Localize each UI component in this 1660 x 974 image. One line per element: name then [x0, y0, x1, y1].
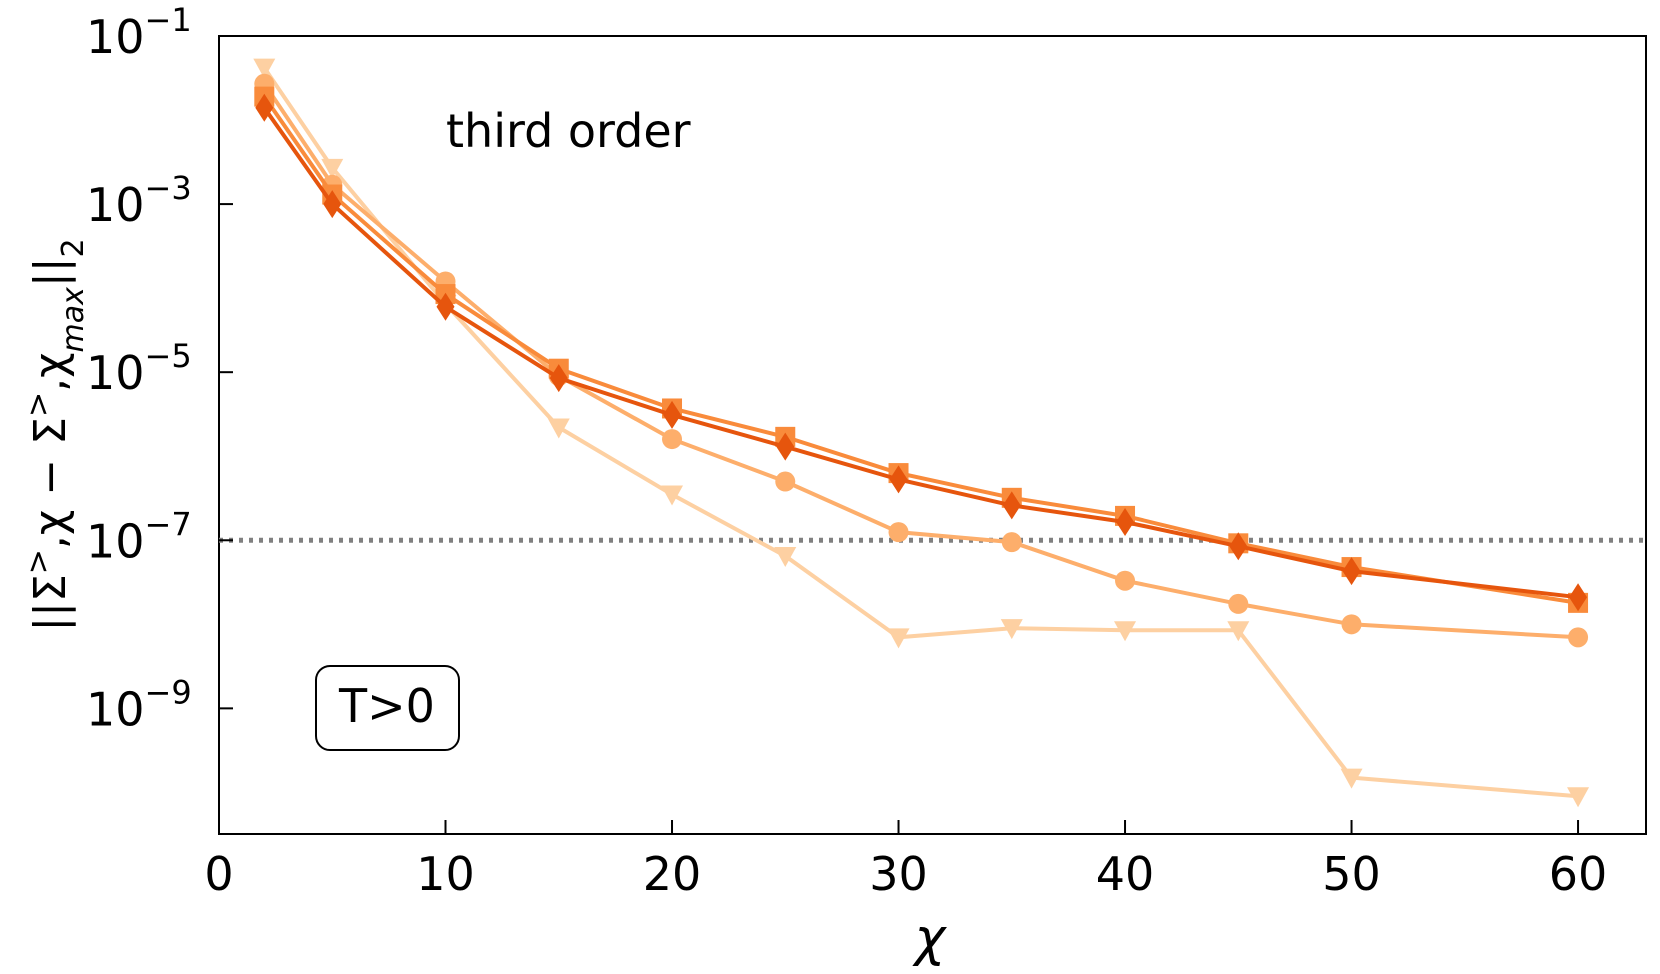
- plot-frame: [218, 35, 1647, 835]
- data-point: [1568, 627, 1589, 648]
- data-point: [888, 522, 909, 543]
- series-line: [262, 95, 1579, 605]
- y-tick-label: 10−9: [86, 673, 192, 736]
- data-point: [661, 485, 684, 506]
- x-axis-label: χ: [912, 908, 948, 968]
- data-point: [321, 158, 344, 179]
- series-diamond: [255, 93, 1588, 612]
- x-tick-label: 20: [643, 847, 702, 901]
- data-point: [549, 364, 568, 393]
- data-point: [662, 429, 683, 450]
- data-point: [1115, 570, 1136, 591]
- data-point: [1341, 614, 1362, 635]
- series-line: [262, 106, 1579, 600]
- data-point: [1567, 787, 1590, 808]
- data-point: [255, 93, 274, 122]
- x-tick-label: 50: [1322, 847, 1381, 901]
- data-point: [887, 628, 910, 649]
- data-point: [1002, 491, 1021, 520]
- data-point: [1229, 532, 1248, 561]
- x-tick-label: 0: [204, 847, 233, 901]
- regime-label-box: [315, 665, 460, 751]
- y-axis-ticks: 10−1 10−3 10−5 10−7 10−9: [86, 1, 233, 736]
- data-point: [1001, 532, 1022, 553]
- y-tick-label: 10−5: [86, 337, 192, 400]
- data-point: [1116, 507, 1135, 536]
- y-tick-label: 10−3: [86, 169, 192, 232]
- series-line: [262, 82, 1579, 640]
- data-point: [436, 292, 455, 321]
- series-layer: [253, 58, 1590, 808]
- data-point: [775, 471, 796, 492]
- data-point: [1227, 621, 1250, 642]
- series-circle: [254, 73, 1589, 648]
- y-axis-label: ||Σ>,χ − Σ>,χmax||2: [21, 238, 91, 631]
- data-point: [889, 465, 908, 494]
- x-tick-label: 60: [1549, 847, 1608, 901]
- data-point: [547, 418, 570, 439]
- regime-label: T>0: [338, 679, 435, 733]
- data-point: [774, 546, 797, 567]
- x-tick-label: 10: [416, 847, 475, 901]
- data-point: [1114, 621, 1137, 642]
- data-point: [1000, 619, 1023, 640]
- data-point: [253, 58, 276, 79]
- x-tick-label: 30: [869, 847, 928, 901]
- y-tick-label: 10−7: [86, 505, 192, 568]
- x-axis-ticks: 0 10 20 30 40 50 60: [204, 820, 1607, 901]
- data-point: [1340, 768, 1363, 789]
- y-tick-label: 10−1: [86, 1, 192, 64]
- series-line: [262, 66, 1579, 799]
- x-tick-label: 40: [1096, 847, 1155, 901]
- data-point: [663, 400, 682, 429]
- order-label: third order: [446, 104, 691, 158]
- data-point: [1342, 557, 1361, 586]
- data-point: [1569, 583, 1588, 612]
- data-point: [776, 432, 795, 461]
- data-point: [323, 190, 342, 219]
- data-point: [1228, 593, 1249, 614]
